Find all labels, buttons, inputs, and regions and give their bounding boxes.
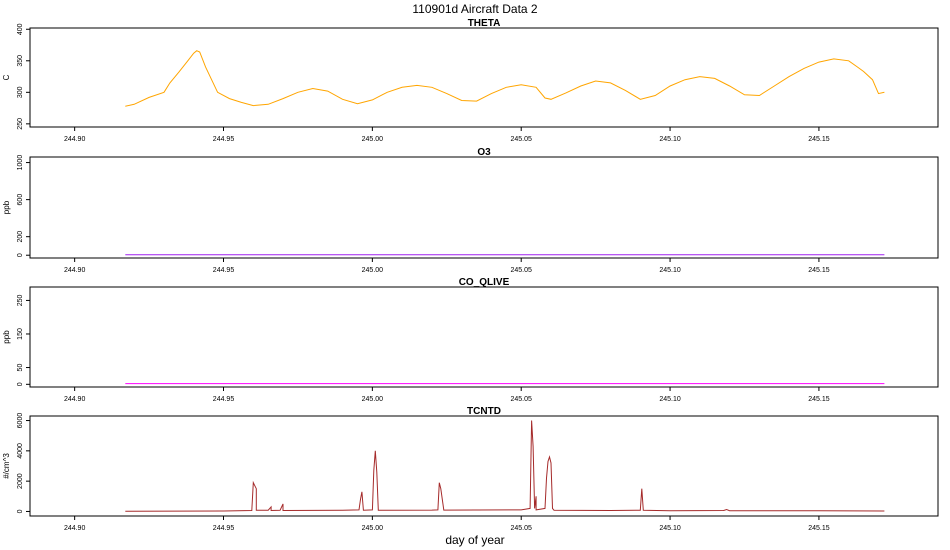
panel-2-ytick-label: 200	[17, 231, 24, 243]
panel-1-xtick-label: 245.00	[362, 136, 384, 143]
panel-1-series-THETA	[125, 50, 885, 107]
panel-3-xtick-label: 245.05	[511, 396, 533, 403]
panel-3-frame	[29, 286, 939, 388]
panel-2-ytick-label: 0	[17, 253, 24, 257]
panel-3-xtick-label: 245.00	[362, 396, 384, 403]
panel-2-xtick-label: 245.10	[659, 267, 681, 274]
panel-1-xtick-label: 245.15	[808, 136, 830, 143]
panel-3-xtick-label: 244.95	[213, 396, 235, 403]
panel-2-ylabel: ppb	[2, 200, 11, 214]
panel-3-xtick-label: 244.90	[64, 396, 86, 403]
panel-4-xtick-label: 244.95	[213, 525, 235, 532]
panel-1-title: THETA	[468, 18, 501, 29]
panel-3-ytick-label: 50	[17, 364, 24, 372]
panel-4-xtick-label: 245.05	[511, 525, 533, 532]
panel-3-xtick-label: 245.10	[659, 396, 681, 403]
panel-4-ylabel: #/cm^3	[2, 453, 11, 479]
panel-2-xtick-label: 244.90	[64, 267, 86, 274]
panel-2-xtick-label: 245.05	[511, 267, 533, 274]
panel-4-series-TCNTD	[125, 420, 885, 512]
panel-3-ytick-label: 150	[17, 328, 24, 340]
panel-2-ytick-label: 600	[17, 194, 24, 206]
panel-2-frame	[29, 156, 939, 259]
panel-1-ytick-label: 300	[17, 86, 24, 98]
panel-4-ytick-label: 2000	[17, 473, 24, 489]
panel-4-xtick-label: 245.00	[362, 525, 384, 532]
panel-2-ytick-label: 1000	[17, 155, 24, 171]
panel-3-ylabel: ppb	[2, 330, 11, 344]
panel-4-ytick-label: 4000	[17, 443, 24, 459]
panel-4-ytick-label: 0	[17, 509, 24, 513]
panel-4-xtick-label: 245.15	[808, 525, 830, 532]
panel-3-ytick-label: 250	[17, 294, 24, 306]
panel-2-xtick-label: 244.95	[213, 267, 235, 274]
panel-3-ytick-label: 0	[17, 382, 24, 386]
panel-1-xtick-label: 245.05	[511, 136, 533, 143]
panel-2-title: O3	[477, 147, 491, 158]
panel-1-xtick-label: 244.95	[213, 136, 235, 143]
panel-1-xtick-label: 245.10	[659, 136, 681, 143]
figure-title: 110901d Aircraft Data 2	[412, 2, 538, 16]
panel-1: THETA C 250 300 350 400 244.90 244.95 245.00 245.…	[2, 18, 939, 143]
panel-4-ytick-label: 6000	[17, 413, 24, 429]
panel-2: O3 ppb 0 200 600 1000 244.90 244.95 245.00 245.05…	[2, 147, 939, 274]
panel-4-xtick-label: 244.90	[64, 525, 86, 532]
x-axis-label: day of year	[445, 533, 504, 547]
panel-3-xtick-label: 245.15	[808, 396, 830, 403]
panel-2-xtick-label: 245.00	[362, 267, 384, 274]
panel-1-ylabel: C	[2, 74, 11, 80]
panel-4: TCNTD #/cm^3 0 2000 4000 6000 244.90 244.95 245.…	[2, 406, 939, 532]
panel-2-xtick-label: 245.15	[808, 267, 830, 274]
panel-4-frame	[29, 415, 939, 517]
panel-1-xtick-label: 244.90	[64, 136, 86, 143]
panel-3-title: CO_QLIVE	[459, 277, 510, 288]
panel-4-xtick-label: 245.10	[659, 525, 681, 532]
panel-1-ytick-label: 400	[17, 23, 24, 35]
panel-4-title: TCNTD	[467, 406, 501, 417]
panel-1-frame	[29, 27, 939, 128]
panel-1-ytick-label: 250	[17, 118, 24, 130]
panel-1-ytick-label: 350	[17, 55, 24, 67]
